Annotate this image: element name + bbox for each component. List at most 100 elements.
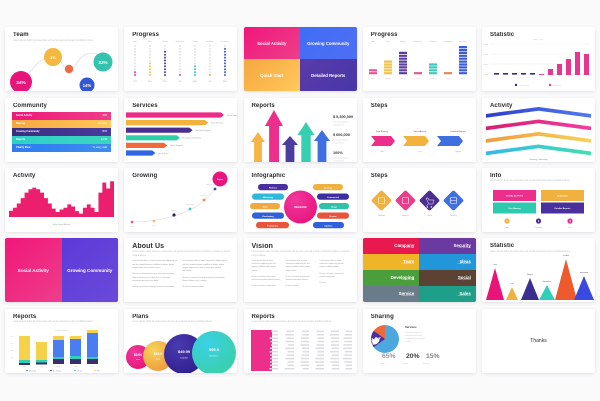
svg-text:Aug: Aug	[149, 40, 152, 43]
svg-text:Social Activity: Social Activity	[227, 113, 237, 116]
svg-text:800: 800	[10, 336, 13, 338]
svg-text:July: July	[153, 225, 156, 227]
svg-text:95%: 95%	[461, 78, 465, 80]
svg-text:Business: Business	[210, 355, 220, 357]
svg-text:9%: 9%	[209, 81, 212, 83]
svg-text:Release: Release	[269, 187, 278, 189]
svg-text:65%: 65%	[382, 353, 396, 360]
svg-text:September: September	[186, 203, 195, 206]
svg-text:Fast Sharing: Fast Sharing	[508, 207, 521, 210]
svg-text:47%: 47%	[148, 81, 152, 83]
svg-text:40000: 40000	[483, 44, 488, 46]
svg-text:Growing Community: Growing Community	[182, 136, 202, 139]
svg-text:Free: Free	[136, 359, 140, 361]
svg-text:$99.9: $99.9	[209, 347, 220, 352]
svg-text:December: December	[459, 41, 468, 43]
svg-text:October: October	[563, 254, 570, 257]
svg-text:Concrete: Concrete	[535, 226, 542, 229]
svg-text:600: 600	[10, 343, 13, 345]
svg-text:$ 600,000: $ 600,000	[333, 133, 350, 137]
svg-text:Facebook: Facebook	[422, 363, 430, 365]
svg-text:September: September	[176, 40, 185, 43]
svg-text:$ 5,300,000: $ 5,300,000	[333, 115, 353, 119]
svg-text:consectetur elit: consectetur elit	[333, 159, 344, 162]
svg-text:Sales Filling: Sales Filling	[519, 85, 529, 87]
svg-text:15%: 15%	[426, 353, 440, 360]
svg-text:Charge: Charge	[77, 370, 82, 372]
svg-text:Fast Sharing: Fast Sharing	[211, 121, 224, 124]
svg-text:Idea: Idea	[505, 227, 509, 229]
svg-text:September: September	[543, 280, 552, 283]
svg-text:Great Support: Great Support	[170, 144, 183, 147]
svg-text:consectetur elit: consectetur elit	[333, 141, 344, 144]
svg-text:Solar Social Activity: Solar Social Activity	[53, 223, 70, 226]
svg-text:August: August	[400, 40, 406, 43]
svg-text:Unit: Unit	[380, 150, 384, 153]
svg-text:Social Activity: Social Activity	[413, 130, 427, 133]
svg-text:40%: 40%	[193, 81, 197, 83]
svg-text:100%: 100%	[333, 151, 343, 155]
svg-text:Report: Report	[217, 178, 223, 181]
svg-text:400: 400	[10, 350, 13, 352]
svg-text:June: June	[130, 226, 134, 228]
svg-text:August: August	[162, 40, 168, 43]
svg-text:Lorem ipsum dolor sit: Lorem ipsum dolor sit	[405, 331, 422, 334]
svg-text:Quick Start: Quick Start	[158, 151, 169, 154]
svg-text:Net Staying: Net Staying	[53, 369, 61, 372]
svg-text:14%: 14%	[83, 83, 92, 88]
svg-text:Twitter: Twitter	[379, 362, 385, 365]
svg-text:July: July	[510, 283, 513, 285]
svg-text:20%: 20%	[406, 353, 420, 360]
svg-text:November: November	[580, 272, 589, 274]
svg-text:200: 200	[10, 357, 13, 359]
svg-text:Developing: Developing	[262, 216, 274, 218]
svg-text:November: November	[206, 41, 215, 43]
svg-text:June: June	[23, 366, 27, 368]
svg-text:eiusmod tempor incididunt: eiusmod tempor incididunt	[405, 337, 425, 340]
svg-text:Test: Test	[568, 226, 572, 229]
svg-text:Use: Use	[418, 151, 421, 153]
svg-text:Sale: Sale	[371, 41, 375, 43]
svg-text:Project Details: Project Details	[55, 329, 67, 332]
svg-text:81%: 81%	[163, 81, 167, 83]
svg-text:$0.00: $0.00	[134, 353, 142, 357]
svg-text:Method: Method	[378, 214, 384, 217]
svg-text:Lorem ipsum dolor sit: Lorem ipsum dolor sit	[333, 156, 349, 159]
svg-text:Marketing: Marketing	[29, 369, 36, 372]
svg-text:1%: 1%	[50, 55, 56, 60]
svg-text:Comfort: Comfort	[180, 356, 188, 359]
svg-text:SEO: SEO	[97, 370, 101, 372]
svg-text:Detailed Reports: Detailed Reports	[195, 129, 210, 132]
svg-text:95%: 95%	[223, 81, 227, 83]
svg-text:2%: 2%	[416, 78, 419, 80]
svg-text:consectetur elit sed do: consectetur elit sed do	[405, 334, 422, 337]
svg-text:Oct: Oct	[91, 365, 94, 368]
svg-text:40%: 40%	[431, 78, 435, 80]
svg-text:google+: google+	[403, 363, 409, 365]
svg-text:Aug: Aug	[57, 365, 60, 368]
svg-text:Growing Community: Growing Community	[529, 158, 547, 161]
svg-text:consectetur elit: consectetur elit	[333, 123, 344, 126]
svg-text:Delivery: Delivery	[450, 214, 457, 217]
svg-text:Marketing: Marketing	[263, 196, 274, 199]
svg-text:December: December	[221, 41, 230, 43]
svg-text:Reports: Reports	[402, 214, 409, 217]
svg-text:24%: 24%	[16, 80, 26, 86]
svg-text:81%: 81%	[401, 78, 405, 80]
svg-text:July: July	[40, 366, 43, 368]
svg-text:2%: 2%	[179, 81, 182, 83]
svg-text:17%: 17%	[371, 78, 375, 80]
svg-text:Basic: Basic	[156, 358, 161, 360]
svg-text:Sales: Sales	[427, 215, 432, 217]
svg-text:Aug: Aug	[386, 40, 389, 43]
svg-text:Usage: Usage	[330, 206, 337, 208]
svg-text:Net Sales: Net Sales	[553, 84, 561, 87]
svg-text:Lorem ipsum dolor sit: Lorem ipsum dolor sit	[333, 120, 349, 123]
svg-text:10000: 10000	[483, 74, 488, 76]
svg-text:SOCIAL ACTIVITY: SOCIAL ACTIVITY	[506, 194, 524, 197]
svg-text:Quick Start: Quick Start	[557, 194, 568, 197]
svg-text:Updates: Updates	[324, 224, 333, 227]
svg-text:RELEASE: RELEASE	[294, 205, 307, 209]
svg-text:Production: Production	[267, 224, 279, 227]
svg-text:Detailed Reports: Detailed Reports	[555, 207, 572, 210]
